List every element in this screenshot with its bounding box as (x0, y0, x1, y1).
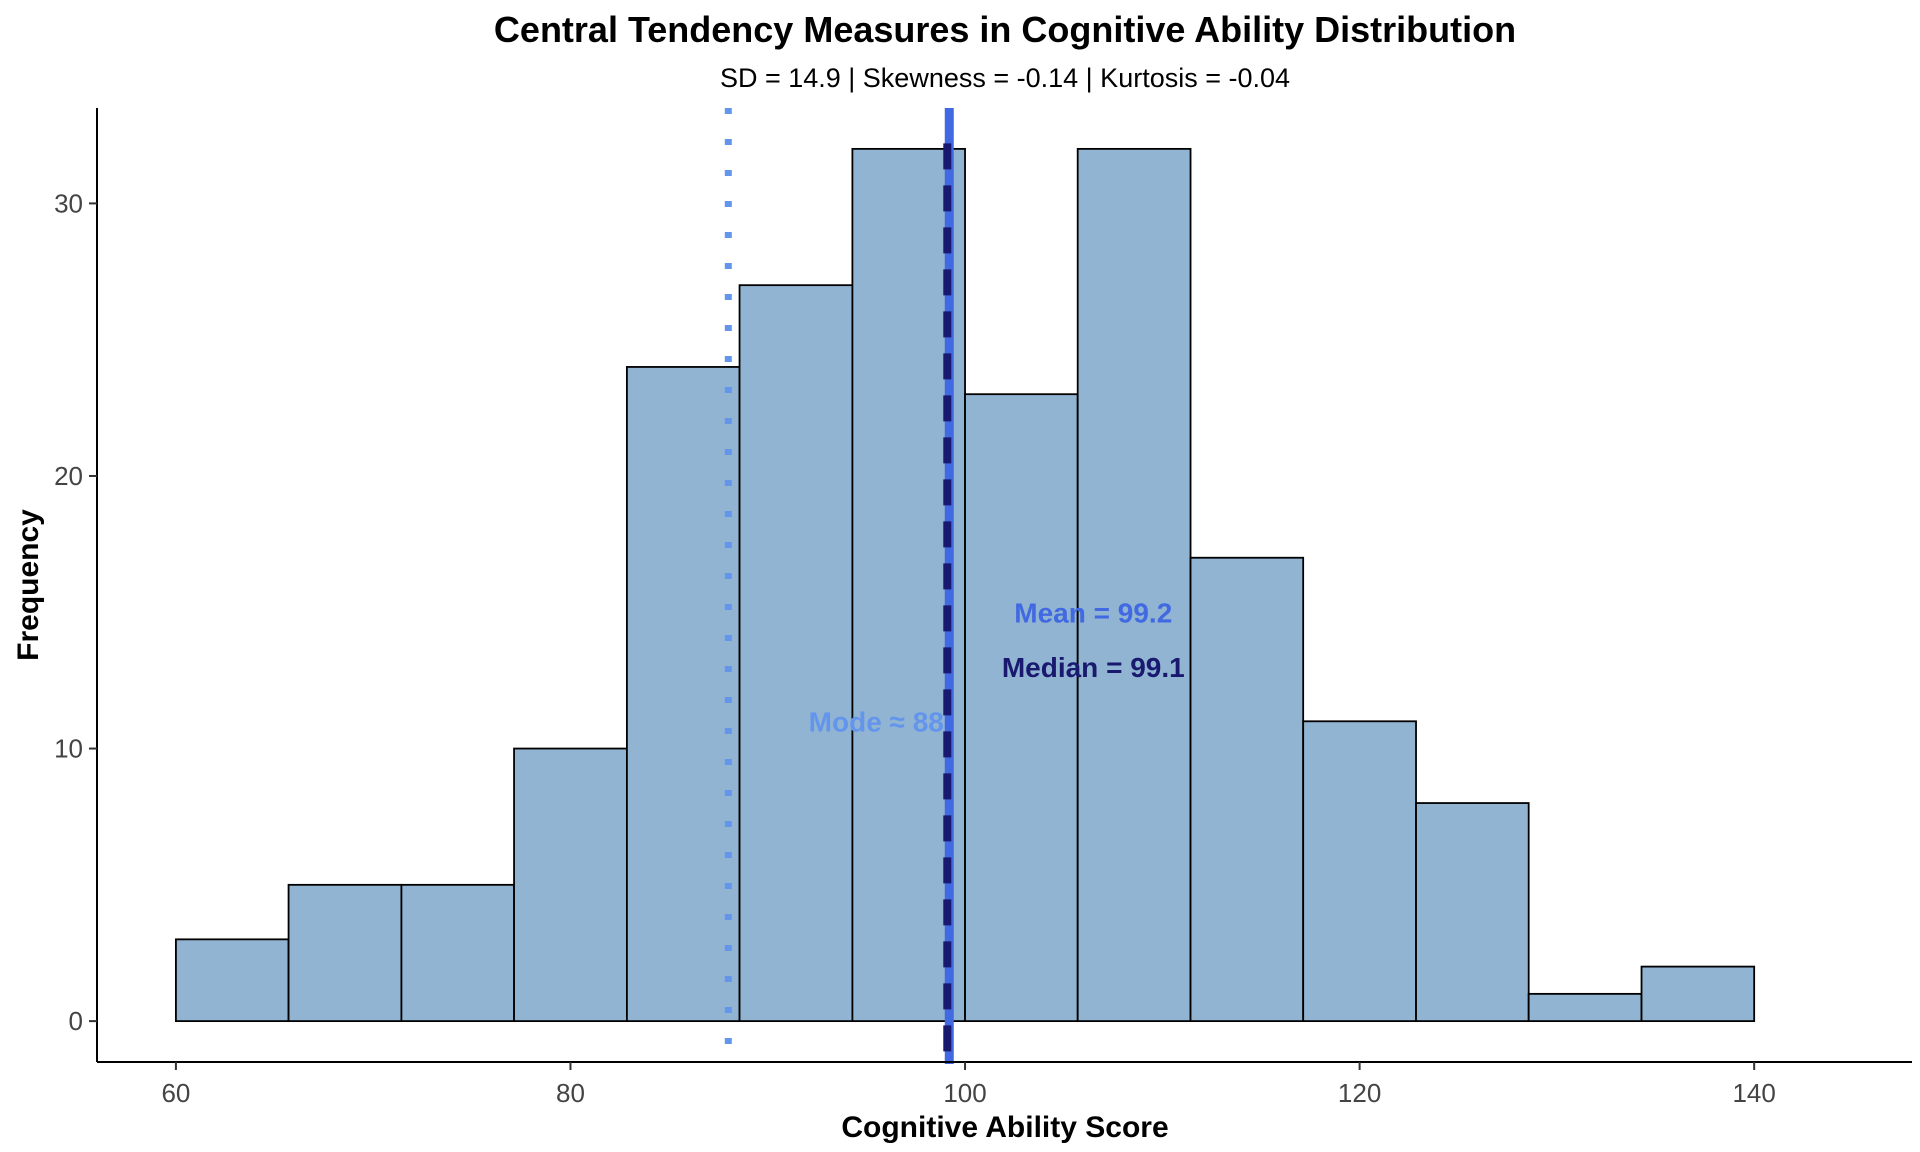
x-tick-label: 100 (943, 1078, 986, 1108)
annotation-median: Median = 99.1 (1002, 652, 1185, 683)
x-tick-label: 140 (1732, 1078, 1775, 1108)
reference-lines-layer (724, 108, 954, 1064)
axes-layer: 60 80 100 120 140 0 10 20 30 (54, 108, 1912, 1108)
histogram-bar (1640, 965, 1756, 1023)
x-tick-label: 120 (1338, 1078, 1381, 1108)
y-tick-label: 30 (54, 188, 83, 218)
histogram-bar (1415, 802, 1530, 1023)
chart-title: Central Tendency Measures in Cognitive A… (494, 9, 1516, 50)
histogram-bar (287, 883, 403, 1023)
annotation-mode: Mode ≈ 88 (809, 706, 944, 737)
x-tick-label: 80 (556, 1078, 585, 1108)
annotation-mean: Mean = 99.2 (1014, 597, 1172, 628)
histogram-bar (1302, 720, 1417, 1023)
y-tick-label: 0 (69, 1006, 83, 1036)
histogram-bar (1189, 556, 1305, 1023)
histogram-bar (1076, 147, 1192, 1023)
y-tick-label: 10 (54, 734, 83, 764)
bars-layer (175, 147, 1756, 1023)
histogram-bar (513, 747, 628, 1023)
annotations-layer: Mean = 99.2 Median = 99.1 Mode ≈ 88 (809, 597, 1185, 737)
x-axis-title: Cognitive Ability Score (841, 1111, 1168, 1144)
histogram-bar (175, 938, 290, 1023)
y-axis-title: Frequency (12, 509, 45, 661)
chart-subtitle: SD = 14.9 | Skewness = -0.14 | Kurtosis … (720, 63, 1290, 93)
y-tick-label: 20 (54, 461, 83, 491)
histogram-bar (738, 284, 854, 1023)
histogram-bar (400, 883, 515, 1023)
histogram-bar (1527, 992, 1643, 1023)
histogram-bar (964, 393, 1079, 1023)
histogram-bar (626, 366, 741, 1023)
x-tick-label: 60 (161, 1078, 190, 1108)
